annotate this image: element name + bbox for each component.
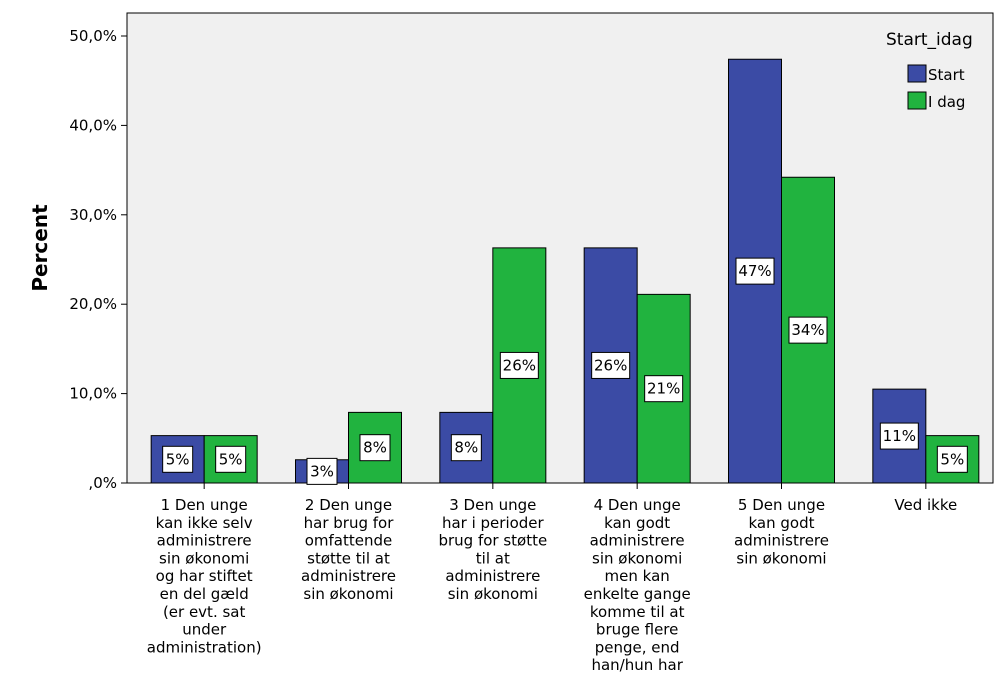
y-tick-label: 30,0% [69,206,117,224]
y-tick-label: 40,0% [69,116,117,134]
y-tick-label: ,0% [88,474,117,492]
y-tick-label: 50,0% [69,27,117,45]
data-label-box [162,445,194,473]
data-label-box [306,457,338,485]
legend-label-start: Start [928,66,965,84]
data-label-box [591,351,631,379]
category-labels: 1 Den unge kan ikke selv administrere sin ø… [147,496,958,674]
bars: 5% 5% 3% 8% 8% 26% 26% 21% 47% 34% 11% 5% [150,58,980,489]
data-label: 47% [738,262,771,280]
data-label: 5% [940,450,964,468]
legend-swatch-i-dag [907,91,927,110]
legend-swatch-start [907,64,927,83]
data-label: 26% [503,356,536,374]
y-axis: ,0% 10,0% 20,0% 30,0% 40,0% 50,0% [69,27,127,492]
data-label-box [450,434,482,462]
data-label: 5% [219,450,243,468]
data-label: 5% [166,450,190,468]
legend: Start_idag Start I dag [886,30,973,111]
category-label: Ved ikke [894,496,957,514]
data-label-box [735,257,775,285]
data-label: 34% [791,321,824,339]
y-tick-label: 10,0% [69,385,117,403]
category-label: 3 Den unge har i perioder brug for støtte t… [438,496,547,603]
category-label: 5 Den unge kan godt administrere sin økonom… [734,496,829,567]
data-label-box [644,375,684,403]
y-tick-label: 20,0% [69,295,117,313]
y-axis-title: Percent [28,204,52,292]
legend-title: Start_idag [886,30,973,50]
category-label: 2 Den unge har brug for omfattende støtte t… [301,496,396,603]
data-label: 8% [454,439,478,457]
data-label-box [936,445,968,473]
data-label-box [215,445,247,473]
category-label: 1 Den unge kan ikke selv administrere sin ø… [147,496,262,656]
data-label: 11% [883,427,916,445]
legend-label-i-dag: I dag [928,93,965,111]
data-label-box [788,316,828,344]
data-label: 3% [310,462,334,480]
data-label: 8% [363,439,387,457]
data-label: 26% [594,356,627,374]
data-label: 21% [647,380,680,398]
plot-area [126,12,994,484]
data-label-box [359,434,391,462]
category-label: 4 Den unge kan godt administrere sin økonom… [584,496,691,674]
data-label-box [499,351,539,379]
data-label-box [879,422,919,450]
